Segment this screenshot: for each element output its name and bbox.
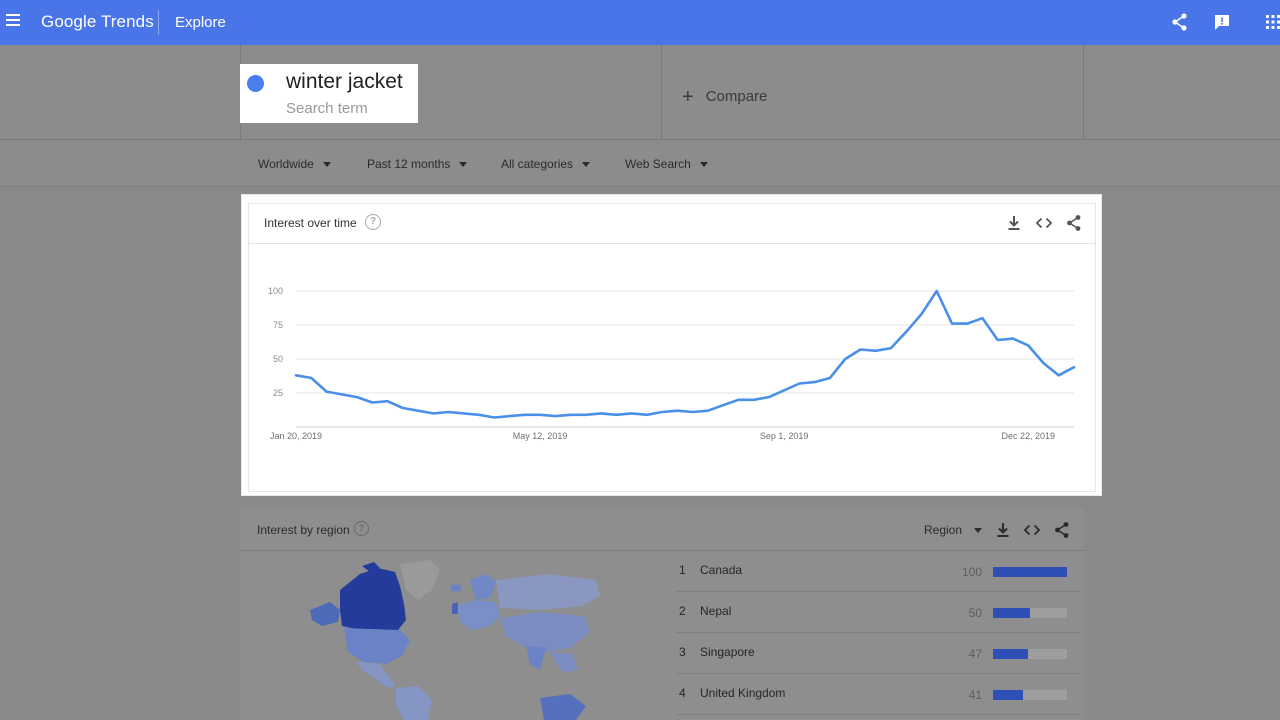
column-divider [1083,45,1084,139]
caret-down-icon [322,162,331,167]
search-type-filter-label: Web Search [625,157,691,171]
time-filter-label: Past 12 months [367,157,451,171]
region-value: 41 [968,688,982,702]
region-row[interactable]: 2 Nepal 50 [676,592,1080,633]
geo-filter-label: Worldwide [258,157,314,171]
region-name[interactable]: Singapore [700,645,755,659]
embed-icon[interactable] [1023,521,1041,539]
world-map[interactable] [300,560,610,720]
region-rank: 2 [679,604,686,618]
plus-icon: + [682,86,694,108]
region-bar-fill [993,608,1030,618]
embed-icon[interactable] [1035,214,1053,232]
card-divider [240,550,1084,551]
region-name[interactable]: Nepal [700,604,732,618]
column-divider [661,45,662,139]
y-tick-label: 100 [268,286,283,296]
category-filter[interactable]: All categories [501,157,591,171]
region-bar-fill [993,567,1067,577]
interest-over-time-chart[interactable]: 25 50 75 100 Jan 20, 2019 May 12, 2019 Sep 1,… [248,250,1088,450]
region-rank: 4 [679,686,686,700]
filter-bar [0,139,1280,187]
x-tick-label: Jan 20, 2019 [270,431,322,441]
feedback-icon[interactable] [1212,12,1232,32]
x-tick-label: Sep 1, 2019 [760,431,809,441]
card-divider [248,243,1096,244]
page-title: Explore [175,14,226,31]
region-bar [993,690,1067,700]
region-value: 100 [961,565,982,579]
region-name[interactable]: United Kingdom [700,686,786,700]
region-value: 47 [968,647,982,661]
region-bar [993,567,1067,577]
region-bar-fill [993,690,1024,700]
y-tick-label: 25 [273,388,283,398]
search-term-text[interactable]: winter jacket [286,70,403,93]
region-rank: 1 [679,563,686,577]
region-bar [993,608,1067,618]
time-filter[interactable]: Past 12 months [367,157,468,171]
caret-down-icon [459,162,468,167]
region-name[interactable]: Canada [700,563,743,577]
apps-grid-icon[interactable] [1263,12,1280,32]
search-type-filter[interactable]: Web Search [625,157,708,171]
share-icon[interactable] [1065,214,1083,232]
download-icon[interactable] [1005,214,1023,232]
region-value: 50 [968,606,982,620]
region-rank: 3 [679,645,686,659]
term-color-dot [247,75,264,92]
app-logo[interactable]: Google Trends [41,12,154,31]
download-icon[interactable] [994,521,1012,539]
y-tick-label: 50 [273,354,283,364]
caret-down-icon [974,528,983,533]
region-bar [993,649,1067,659]
search-terms-bar [0,45,1280,139]
region-row[interactable]: 4 United Kingdom 41 [676,674,1080,715]
trend-line [294,289,1076,419]
compare-button[interactable]: + Compare [682,84,768,108]
help-icon[interactable]: ? [365,214,381,230]
caret-down-icon [699,162,708,167]
region-row[interactable]: 1 Canada 100 [676,551,1080,592]
search-term-caption: Search term [286,100,368,117]
region-resolution-select[interactable]: Region [924,523,983,537]
search-term-card[interactable] [240,64,418,123]
header-divider [158,10,159,35]
menu-icon[interactable] [6,14,20,30]
interest-over-time-title: Interest over time [264,216,357,230]
x-tick-label: May 12, 2019 [513,431,568,441]
category-filter-label: All categories [501,157,574,171]
compare-label: Compare [705,88,768,105]
share-icon[interactable] [1053,521,1071,539]
region-row[interactable]: 3 Singapore 47 [676,633,1080,674]
interest-by-region-title: Interest by region [257,523,350,537]
region-bar-fill [993,649,1028,659]
top-bar: Google Trends Explore [0,0,1280,45]
share-icon[interactable] [1170,12,1190,32]
x-tick-label: Dec 22, 2019 [1001,431,1055,441]
help-icon[interactable]: ? [354,521,369,536]
interest-over-time-card [248,203,1096,492]
y-tick-label: 75 [273,320,283,330]
region-select-label: Region [924,523,963,537]
geo-filter[interactable]: Worldwide [258,157,331,171]
caret-down-icon [582,162,591,167]
